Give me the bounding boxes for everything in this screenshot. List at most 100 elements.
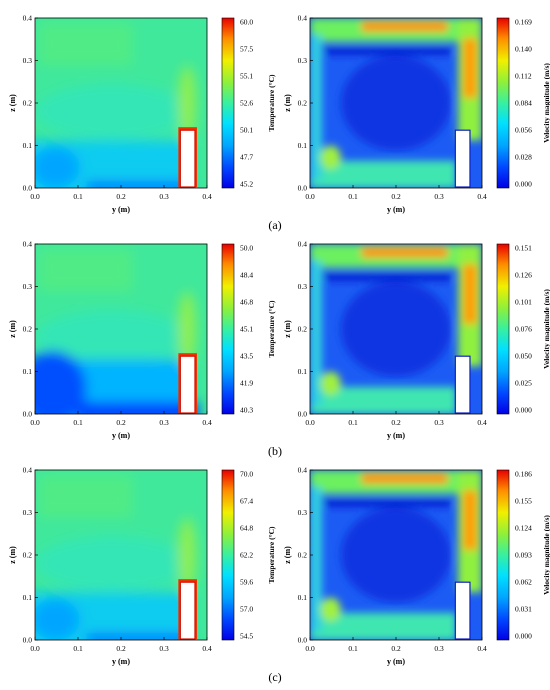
plume xyxy=(178,65,196,141)
top-jet-core xyxy=(361,21,448,32)
mid-region xyxy=(35,536,190,591)
colorbar-tick-label: 64.8 xyxy=(240,524,253,533)
x-tick-label: 0.1 xyxy=(348,192,358,201)
colorbar-tick-label: 0.000 xyxy=(515,632,532,641)
heater-block xyxy=(454,355,471,414)
panel-label-c: (c) xyxy=(268,670,282,684)
y-tick-label: 0.3 xyxy=(23,56,33,65)
mid-region xyxy=(35,310,190,365)
colorbar-tick-label: 0.101 xyxy=(515,298,532,307)
mid-region xyxy=(35,84,190,139)
x-axis-label: y (m) xyxy=(112,431,130,440)
colorbar-tick-label: 57.0 xyxy=(240,605,253,614)
velocity-field xyxy=(310,470,482,640)
colorbar-tick-label: 0.169 xyxy=(515,18,532,27)
y-axis-label: z (m) xyxy=(283,546,292,564)
colorbar-tick-label: 0.062 xyxy=(515,578,532,587)
core-vortex xyxy=(340,281,452,377)
heater-block xyxy=(454,129,471,188)
colorbar-tick-label: 0.140 xyxy=(515,45,532,54)
x-tick-label: 0.4 xyxy=(202,418,212,427)
colorbar-tick-label: 0.151 xyxy=(515,244,532,253)
upper-warm-region xyxy=(38,249,134,292)
corner-eddy xyxy=(320,371,341,396)
left-flow xyxy=(310,35,323,180)
colorbar-tick-label: 0.076 xyxy=(515,325,532,334)
y-tick-label: 0.2 xyxy=(298,325,308,334)
y-tick-label: 0.0 xyxy=(298,184,308,193)
x-tick-label: 0.2 xyxy=(391,644,401,653)
colorbar-tick-label: 45.1 xyxy=(240,325,253,334)
y-tick-label: 0.3 xyxy=(298,282,308,291)
y-tick-label: 0.1 xyxy=(23,367,33,376)
y-tick-label: 0.0 xyxy=(298,636,308,645)
colorbar-tick-label: 62.2 xyxy=(240,551,253,560)
x-tick-label: 0.0 xyxy=(30,192,40,201)
panel-label-a: (a) xyxy=(268,218,282,232)
colorbar xyxy=(496,469,510,641)
colorbar-tick-label: 0.124 xyxy=(515,524,532,533)
x-tick-label: 0.4 xyxy=(477,192,487,201)
y-tick-label: 0.1 xyxy=(298,141,308,150)
top-jet-core xyxy=(361,473,448,484)
x-tick-label: 0.0 xyxy=(30,418,40,427)
colorbar-tick-label: 46.8 xyxy=(240,298,253,307)
y-tick-label: 0.3 xyxy=(298,56,308,65)
colorbar-tick-label: 40.3 xyxy=(240,406,253,415)
temperature-contour-plot-c: 0.0 0.1 0.2 0.3 0.4 0.0 0.1 0.2 0.3 0.4 y (m) z (m)… xyxy=(8,466,276,667)
x-tick-label: 0.0 xyxy=(305,192,315,201)
colorbar-tick-label: 0.056 xyxy=(515,126,532,135)
y-tick-label: 0.0 xyxy=(23,636,33,645)
x-tick-label: 0.4 xyxy=(202,192,212,201)
colorbar-tick-label: 43.5 xyxy=(240,352,253,361)
core-vortex xyxy=(340,55,452,151)
x-axis-label: y (m) xyxy=(387,657,405,666)
inner-shear-top xyxy=(323,45,452,56)
plume xyxy=(178,291,196,367)
right-jet-core xyxy=(463,264,477,324)
plume xyxy=(178,517,196,593)
x-tick-label: 0.2 xyxy=(391,192,401,201)
y-tick-label: 0.0 xyxy=(23,184,33,193)
y-tick-label: 0.2 xyxy=(23,325,33,334)
y-tick-label: 0.3 xyxy=(23,282,33,291)
y-axis-label: z (m) xyxy=(283,94,292,112)
core-vortex xyxy=(340,507,452,603)
colorbar-tick-label: 50.0 xyxy=(240,244,253,253)
heater-block xyxy=(179,355,196,414)
temperature-contour-plot-b: 0.0 0.1 0.2 0.3 0.4 0.0 0.1 0.2 0.3 0.4 y (m) z (m)… xyxy=(8,240,276,441)
temperature-field xyxy=(35,18,207,188)
upper-warm-region xyxy=(38,23,134,66)
colorbar-tick-label: 45.2 xyxy=(240,180,253,189)
colorbar-tick-label: 41.9 xyxy=(240,379,253,388)
y-axis-label: z (m) xyxy=(8,320,17,338)
temperature-contour-plot-a: 0.0 0.1 0.2 0.3 0.4 0.0 0.1 0.2 0.3 0.4 y (m) z (m)… xyxy=(8,14,276,215)
x-tick-label: 0.1 xyxy=(73,192,83,201)
y-tick-label: 0.4 xyxy=(23,14,33,23)
x-axis-label: y (m) xyxy=(112,205,130,214)
x-tick-label: 0.3 xyxy=(434,418,444,427)
x-tick-label: 0.4 xyxy=(202,644,212,653)
y-tick-label: 0.4 xyxy=(23,240,33,249)
colorbar-tick-label: 0.050 xyxy=(515,352,532,361)
colorbar-tick-label: 0.155 xyxy=(515,497,532,506)
x-tick-label: 0.1 xyxy=(73,418,83,427)
y-tick-label: 0.4 xyxy=(298,240,308,249)
y-tick-label: 0.2 xyxy=(298,99,308,108)
colorbar-tick-label: 0.031 xyxy=(515,605,532,614)
y-tick-label: 0.4 xyxy=(23,466,33,475)
y-axis-label: z (m) xyxy=(8,546,17,564)
colorbar-tick-label: 0.126 xyxy=(515,271,532,280)
colorbar-tick-label: 55.1 xyxy=(240,72,253,81)
x-tick-label: 0.3 xyxy=(159,418,169,427)
colorbar-tick-label: 48.4 xyxy=(240,271,253,280)
colorbar-tick-label: 54.5 xyxy=(240,632,253,641)
cold-pocket xyxy=(35,351,87,414)
y-tick-label: 0.1 xyxy=(298,367,308,376)
colorbar-title: Velocity magnitude (m/s) xyxy=(542,289,550,369)
x-axis-label: y (m) xyxy=(387,205,405,214)
colorbar-title: Velocity magnitude (m/s) xyxy=(542,63,550,143)
y-axis-label: z (m) xyxy=(283,320,292,338)
x-axis-label: y (m) xyxy=(387,431,405,440)
temperature-field xyxy=(35,470,207,640)
